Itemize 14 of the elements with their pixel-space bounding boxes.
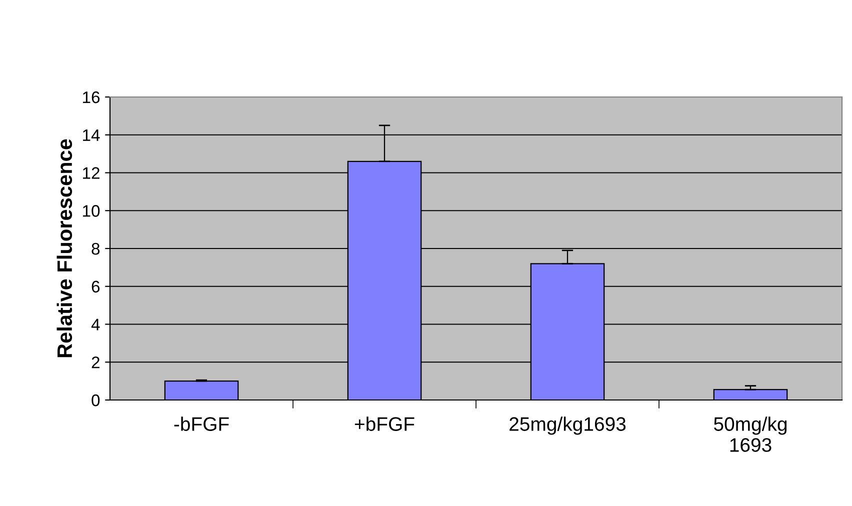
x-tick-label: -bFGF bbox=[174, 416, 229, 431]
y-tick-label: 14 bbox=[83, 129, 100, 141]
x-tick-label: 50mg/kg 1693 bbox=[714, 416, 787, 452]
y-tick-label: 10 bbox=[83, 205, 100, 217]
y-tick-label: 12 bbox=[83, 167, 100, 179]
y-tick-label: 2 bbox=[92, 356, 100, 368]
y-tick-label: 6 bbox=[92, 280, 100, 293]
y-axis-title: Relative Fluorescence bbox=[56, 139, 72, 358]
x-tick-label: 25mg/kg1693 bbox=[510, 416, 626, 435]
y-tick-label: 16 bbox=[83, 91, 100, 104]
y-tick-label: 4 bbox=[91, 318, 100, 330]
x-tick-label: +bFGF bbox=[354, 416, 414, 431]
y-tick-label: 8 bbox=[92, 242, 100, 255]
y-tick-label: 0 bbox=[92, 394, 100, 406]
